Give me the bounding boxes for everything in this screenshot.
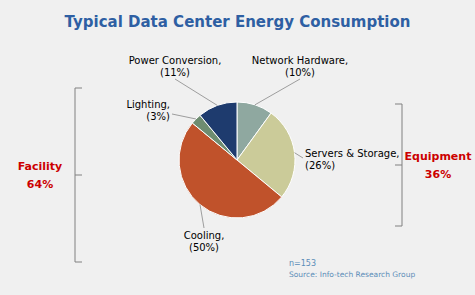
leader-line — [295, 153, 303, 158]
brace-tick — [395, 165, 402, 166]
slice-label-line: (10%) — [285, 67, 315, 78]
slice-label-line: (50%) — [189, 242, 219, 253]
group-label: Equipment — [405, 150, 472, 163]
slice-label-line: Lighting, — [126, 99, 170, 110]
brace-tick — [395, 226, 402, 227]
group-value: 36% — [425, 168, 451, 181]
brace-tick — [75, 262, 82, 263]
note: n=153 — [289, 259, 316, 268]
leader-line — [172, 114, 196, 119]
brace-tick — [75, 88, 82, 89]
slice-label: Network Hardware,(10%) — [252, 55, 348, 78]
slice-label: Servers & Storage,(26%) — [305, 148, 399, 171]
slice-label: Power Conversion,(11%) — [129, 55, 222, 78]
slice-label: Cooling,(50%) — [184, 230, 225, 253]
slice-label-line: (11%) — [160, 67, 190, 78]
brace-tick — [75, 175, 82, 176]
slice-label-line: Cooling, — [184, 230, 225, 241]
slice-label-line: (3%) — [146, 111, 170, 122]
slice-label-line: Servers & Storage, — [305, 148, 399, 159]
brace-tick — [395, 104, 402, 105]
title: Typical Data Center Energy Consumption — [65, 13, 411, 31]
slice — [200, 102, 237, 160]
brace — [75, 88, 82, 262]
slice-label: Lighting,(3%) — [126, 99, 170, 122]
brace — [395, 104, 402, 226]
slice-label-line: Power Conversion, — [129, 55, 222, 66]
slice-label-line: Network Hardware, — [252, 55, 348, 66]
leader-line — [200, 205, 204, 228]
pie — [179, 102, 295, 218]
chart: Typical Data Center Energy Consumption Ne… — [0, 0, 475, 295]
group-value: 64% — [27, 178, 53, 191]
leader-line — [255, 79, 300, 105]
leader-line — [175, 79, 217, 105]
note: Source: Info-tech Research Group — [289, 270, 415, 279]
background — [0, 0, 475, 295]
group-label: Facility — [18, 160, 63, 173]
slice-label-line: (26%) — [305, 160, 335, 171]
